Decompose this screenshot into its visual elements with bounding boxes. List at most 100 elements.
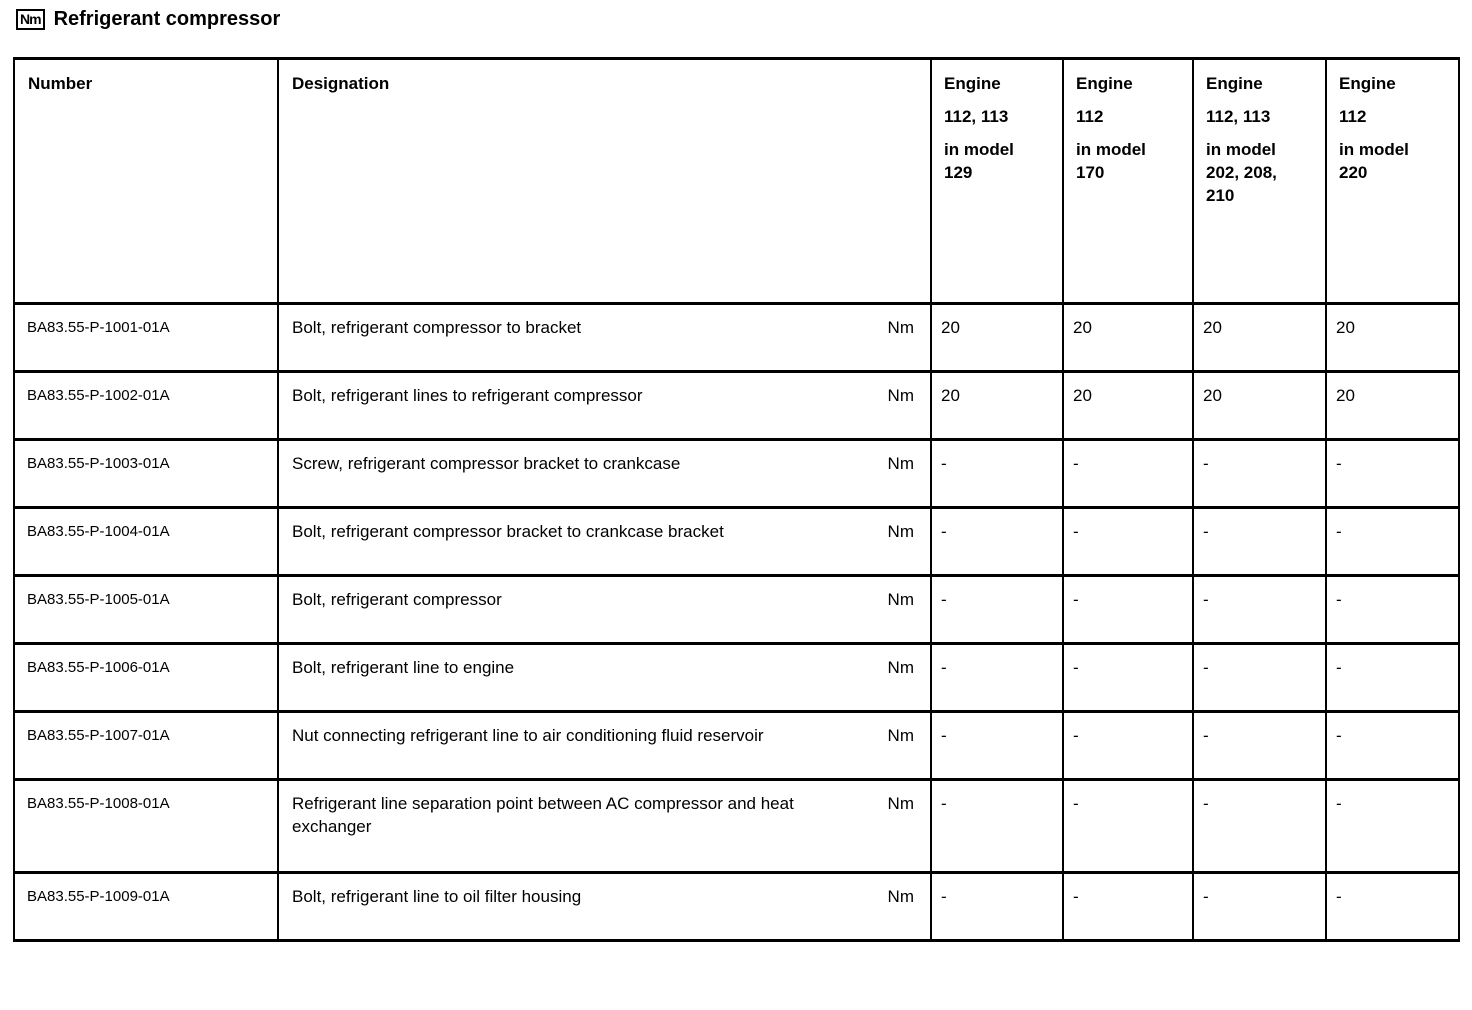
designation-text: Screw, refrigerant compressor bracket to… bbox=[292, 454, 681, 473]
value-cell-engine-129: 20 bbox=[930, 302, 1064, 373]
part-number-cell: BA83.55-P-1006-01A bbox=[13, 642, 279, 713]
unit-label: Nm bbox=[887, 887, 914, 906]
torque-value: - bbox=[1073, 590, 1079, 609]
part-number: BA83.55-P-1004-01A bbox=[27, 523, 170, 540]
designation-cell: Bolt, refrigerant line to engine Nm bbox=[277, 642, 932, 713]
unit-label: Nm bbox=[887, 658, 914, 677]
value-cell-engine-220: - bbox=[1325, 710, 1460, 781]
part-number: BA83.55-P-1005-01A bbox=[27, 591, 170, 608]
torque-value: - bbox=[1336, 726, 1342, 745]
designation-text: Nut connecting refrigerant line to air c… bbox=[292, 726, 764, 745]
torque-value: - bbox=[1073, 794, 1079, 813]
torque-value: - bbox=[1073, 887, 1079, 906]
value-cell-engine-202-208-210: - bbox=[1192, 574, 1327, 645]
unit-label: Nm bbox=[887, 522, 914, 541]
designation-text: Bolt, refrigerant compressor bbox=[292, 590, 502, 609]
torque-value: - bbox=[941, 794, 947, 813]
torque-value: - bbox=[1073, 522, 1079, 541]
unit-label: Nm bbox=[887, 590, 914, 609]
part-number: BA83.55-P-1006-01A bbox=[27, 659, 170, 676]
part-number-cell: BA83.55-P-1003-01A bbox=[13, 438, 279, 509]
column-header-number: Number bbox=[13, 57, 279, 305]
torque-value: - bbox=[941, 726, 947, 745]
part-number-cell: BA83.55-P-1008-01A bbox=[13, 778, 279, 874]
value-cell-engine-220: - bbox=[1325, 506, 1460, 577]
value-cell-engine-220: - bbox=[1325, 438, 1460, 509]
designation-text: Bolt, refrigerant compressor bracket to … bbox=[292, 522, 724, 541]
unit-label: Nm bbox=[887, 318, 914, 337]
part-number-cell: BA83.55-P-1009-01A bbox=[13, 871, 279, 942]
column-header-designation: Designation bbox=[277, 57, 932, 305]
unit-label: Nm bbox=[887, 726, 914, 745]
value-cell-engine-202-208-210: 20 bbox=[1192, 370, 1327, 441]
torque-value: 20 bbox=[1073, 318, 1092, 337]
engine-numbers: 112 bbox=[1339, 107, 1367, 126]
designation-text: Bolt, refrigerant line to engine bbox=[292, 658, 515, 677]
value-cell-engine-129: - bbox=[930, 642, 1064, 713]
table-row: BA83.55-P-1003-01A Screw, refrigerant co… bbox=[13, 438, 1460, 509]
engine-label: Engine bbox=[1206, 74, 1263, 93]
torque-value: - bbox=[1203, 590, 1209, 609]
unit-label: Nm bbox=[887, 454, 914, 473]
part-number: BA83.55-P-1008-01A bbox=[27, 795, 170, 812]
part-number: BA83.55-P-1009-01A bbox=[27, 888, 170, 905]
table-header-row: Number Designation Engine 112, 113 in mo… bbox=[13, 57, 1460, 305]
designation-text: Bolt, refrigerant lines to refrigerant c… bbox=[292, 386, 643, 405]
torque-value: - bbox=[1336, 522, 1342, 541]
value-cell-engine-220: - bbox=[1325, 574, 1460, 645]
value-cell-engine-220: 20 bbox=[1325, 370, 1460, 441]
value-cell-engine-170: - bbox=[1062, 438, 1194, 509]
value-cell-engine-129: - bbox=[930, 871, 1064, 942]
torque-spec-table: Number Designation Engine 112, 113 in mo… bbox=[13, 57, 1460, 942]
value-cell-engine-202-208-210: - bbox=[1192, 642, 1327, 713]
column-header-designation-label: Designation bbox=[292, 74, 390, 93]
column-header-engine: Engine 112 in model 220 bbox=[1325, 57, 1460, 305]
torque-value: - bbox=[1203, 887, 1209, 906]
engine-numbers: 112, 113 bbox=[1206, 107, 1271, 126]
torque-value: - bbox=[941, 887, 947, 906]
value-cell-engine-202-208-210: - bbox=[1192, 506, 1327, 577]
designation-text: Bolt, refrigerant line to oil filter hou… bbox=[292, 887, 582, 906]
torque-value: 20 bbox=[1073, 386, 1092, 405]
value-cell-engine-129: - bbox=[930, 438, 1064, 509]
value-cell-engine-170: - bbox=[1062, 710, 1194, 781]
value-cell-engine-202-208-210: - bbox=[1192, 438, 1327, 509]
torque-value: - bbox=[941, 522, 947, 541]
table-row: BA83.55-P-1004-01A Bolt, refrigerant com… bbox=[13, 506, 1460, 577]
designation-text: Refrigerant line separation point betwee… bbox=[292, 794, 794, 836]
part-number-cell: BA83.55-P-1007-01A bbox=[13, 710, 279, 781]
part-number-cell: BA83.55-P-1004-01A bbox=[13, 506, 279, 577]
engine-label: Engine bbox=[1076, 74, 1133, 93]
value-cell-engine-202-208-210: - bbox=[1192, 871, 1327, 942]
engine-model: in model 170 bbox=[1076, 140, 1146, 182]
unit-label: Nm bbox=[887, 794, 914, 813]
table-row: BA83.55-P-1001-01A Bolt, refrigerant com… bbox=[13, 302, 1460, 373]
value-cell-engine-129: - bbox=[930, 574, 1064, 645]
designation-cell: Nut connecting refrigerant line to air c… bbox=[277, 710, 932, 781]
value-cell-engine-202-208-210: 20 bbox=[1192, 302, 1327, 373]
value-cell-engine-129: - bbox=[930, 778, 1064, 874]
table-row: BA83.55-P-1005-01A Bolt, refrigerant com… bbox=[13, 574, 1460, 645]
part-number: BA83.55-P-1003-01A bbox=[27, 455, 170, 472]
table-body: BA83.55-P-1001-01A Bolt, refrigerant com… bbox=[13, 302, 1460, 942]
torque-value: - bbox=[1336, 454, 1342, 473]
torque-value: - bbox=[1073, 726, 1079, 745]
engine-label: Engine bbox=[1339, 74, 1396, 93]
torque-value: - bbox=[1203, 522, 1209, 541]
torque-value: - bbox=[1336, 794, 1342, 813]
table-row: BA83.55-P-1007-01A Nut connecting refrig… bbox=[13, 710, 1460, 781]
engine-numbers: 112, 113 bbox=[944, 107, 1009, 126]
value-cell-engine-220: - bbox=[1325, 778, 1460, 874]
torque-value: - bbox=[1336, 887, 1342, 906]
engine-model: in model 129 bbox=[944, 140, 1014, 182]
value-cell-engine-129: - bbox=[930, 710, 1064, 781]
torque-value: - bbox=[941, 454, 947, 473]
designation-cell: Bolt, refrigerant compressor to bracket … bbox=[277, 302, 932, 373]
part-number: BA83.55-P-1007-01A bbox=[27, 727, 170, 744]
torque-value: - bbox=[1203, 726, 1209, 745]
torque-value: - bbox=[1336, 658, 1342, 677]
value-cell-engine-170: 20 bbox=[1062, 370, 1194, 441]
column-header-number-label: Number bbox=[28, 74, 93, 93]
value-cell-engine-170: - bbox=[1062, 871, 1194, 942]
